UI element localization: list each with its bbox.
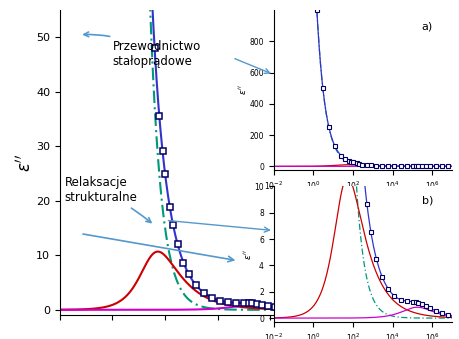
Text: Przewodnictwo
stałoprądowe: Przewodnictwo stałoprądowe [84,32,200,68]
X-axis label: $\nu$ [Hz]: $\nu$ [Hz] [348,193,376,205]
Text: b): b) [421,196,432,206]
Text: a): a) [421,21,432,31]
Text: Relaksacje
strukturalne: Relaksacje strukturalne [64,176,151,222]
Y-axis label: $\varepsilon''$: $\varepsilon''$ [16,154,34,172]
Y-axis label: $\varepsilon''$: $\varepsilon''$ [236,84,247,95]
Y-axis label: $\varepsilon''$: $\varepsilon''$ [241,249,252,260]
